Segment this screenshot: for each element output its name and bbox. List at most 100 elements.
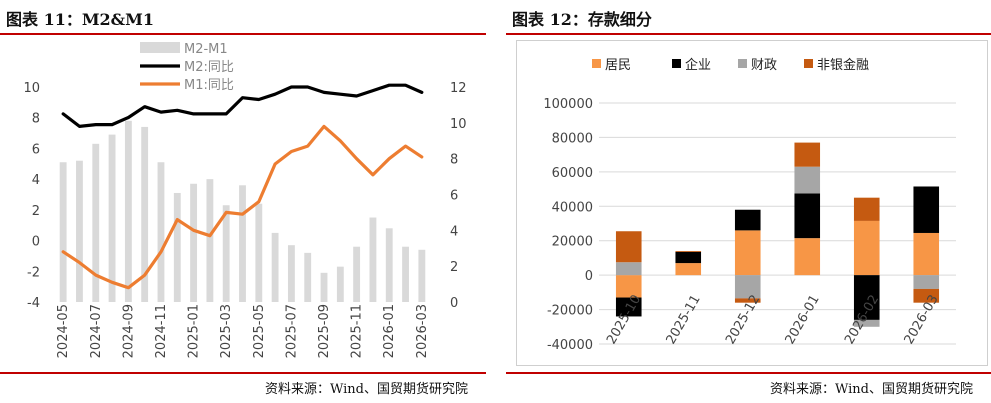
m2-m1-bar <box>271 232 279 302</box>
fiscal-bar <box>794 166 821 194</box>
m1-yoy-line <box>61 124 424 290</box>
m2-m1-bar <box>92 143 100 302</box>
legend-fiscal-swatch <box>738 59 747 68</box>
x-axis-tick-label: 2024-11 <box>154 304 169 358</box>
figure-12-chart-frame <box>516 40 988 366</box>
right-axis-tick-label: 2 <box>450 260 458 275</box>
x-axis-tick-label: 2025-11 <box>664 293 704 348</box>
x-axis-tick-label: 2025-03 <box>219 304 234 358</box>
y-axis-tick-label: -40000 <box>547 338 593 353</box>
legend-nonbank-swatch <box>804 59 813 68</box>
right-axis-tick-label: 0 <box>450 296 458 311</box>
left-axis-tick-label: 6 <box>32 142 40 157</box>
m2-m1-bar <box>353 246 361 302</box>
x-axis-tick-label: 2024-09 <box>121 304 136 358</box>
m2-m1-bar <box>59 162 67 302</box>
legend-resident-swatch <box>592 59 601 68</box>
legend-resident-label: 居民 <box>605 58 631 73</box>
right-axis-tick-label: 12 <box>450 81 467 96</box>
corporate-bar <box>794 193 821 239</box>
left-axis-tick-label: 0 <box>32 235 40 250</box>
deposit-breakdown-chart: -40000 -20000 0 20000 40000 60000 80000 100000 2… <box>543 57 956 353</box>
figure-12-title: 图表 12：存款细分 <box>512 10 652 29</box>
figure-12-panel: 图表 12：存款细分 -40000 -20000 0 20000 40000 60000 8… <box>506 0 991 403</box>
m2-m1-bar <box>222 205 230 302</box>
nonbank-bar <box>853 197 880 221</box>
resident-bar <box>734 230 761 276</box>
m2-yoy-line <box>61 83 424 129</box>
m2-m1-bar <box>190 183 198 302</box>
m2-m1-chart: -4 -2 0 2 4 6 8 10 0 2 4 6 8 10 12 2024-05 2024-07 2024-0… <box>23 42 467 358</box>
legend-corporate-swatch <box>672 59 681 68</box>
x-axis-tick-label: 2025-05 <box>252 304 267 358</box>
resident-bar <box>615 275 642 298</box>
legend-fiscal-label: 财政 <box>751 58 777 73</box>
m2-m1-bar <box>76 160 83 302</box>
corporate-bar <box>675 251 702 264</box>
x-axis-tick-label: 2025-01 <box>187 304 202 358</box>
y-axis-tick-label: 100000 <box>543 97 593 112</box>
m2-m1-bar <box>418 249 426 302</box>
left-axis-tick-label: 2 <box>32 204 40 219</box>
right-axis-tick-label: 6 <box>450 189 458 204</box>
fiscal-bar <box>853 319 880 327</box>
figure-11-bottom-rule <box>0 372 486 374</box>
nonbank-bar <box>794 142 821 167</box>
fiscal-bar <box>734 275 761 299</box>
figure-11-top-rule <box>0 33 486 35</box>
left-axis-tick-label: 10 <box>23 81 40 96</box>
left-axis-tick-label: 8 <box>32 112 40 127</box>
m2-m1-bar <box>402 246 409 302</box>
corporate-bar <box>853 275 880 320</box>
figure-12-top-rule <box>506 33 991 35</box>
m2-m1-bar <box>287 245 295 302</box>
legend-nonbank-label: 非银金融 <box>817 57 869 73</box>
corporate-bar <box>734 209 761 231</box>
x-axis-tick-label: 2026-01 <box>382 304 397 358</box>
legend-corporate-label: 企业 <box>685 57 711 73</box>
m2-m1-bar <box>124 120 132 303</box>
m2-m1-bar <box>304 252 312 302</box>
corporate-bar <box>913 186 940 233</box>
right-axis-tick-label: 4 <box>450 224 458 239</box>
x-axis-tick-label: 2026-03 <box>415 304 430 358</box>
figure-11-title: 图表 11：M2&M1 <box>6 10 154 29</box>
left-axis-tick-label: -2 <box>27 265 40 280</box>
y-axis-tick-label: 80000 <box>552 131 593 146</box>
right-axis-tick-label: 10 <box>450 117 467 132</box>
legend-m2-m1-label: M2-M1 <box>184 42 228 57</box>
nonbank-bar <box>734 298 761 303</box>
m2-m1-bar <box>255 203 263 302</box>
nonbank-bar <box>913 288 940 303</box>
m2-m1-bar <box>239 185 246 302</box>
nonbank-bar <box>615 231 642 263</box>
m2-m1-bar <box>385 228 393 302</box>
right-axis-tick-label: 8 <box>450 153 458 168</box>
m2-m1-bar <box>336 266 344 302</box>
y-axis-tick-label: -20000 <box>547 304 593 319</box>
legend-m2-m1-swatch <box>140 42 180 53</box>
m2-m1-bar <box>369 217 377 302</box>
m2-m1-bar <box>157 162 165 302</box>
m2-m1-bar <box>108 134 116 302</box>
y-axis-tick-label: 20000 <box>552 235 593 250</box>
x-axis-tick-label: 2025-11 <box>350 304 365 358</box>
y-axis-tick-label: 40000 <box>552 200 593 215</box>
m2-m1-bar <box>141 126 149 302</box>
fiscal-bar <box>615 262 642 276</box>
fiscal-bar <box>913 275 940 289</box>
figure-12-bottom-rule <box>506 372 991 374</box>
left-axis-tick-label: -4 <box>27 296 40 311</box>
resident-bar <box>675 263 702 276</box>
figure-11-source: 资料来源：Wind、国贸期货研究院 <box>265 382 468 397</box>
resident-bar <box>913 232 940 276</box>
y-axis-tick-label: 60000 <box>552 166 593 181</box>
x-axis-tick-label: 2025-07 <box>284 304 299 358</box>
figure-12-source: 资料来源：Wind、国贸期货研究院 <box>770 382 973 397</box>
legend-m1-label: M1:同比 <box>184 78 234 93</box>
y-axis-tick-label: 0 <box>585 269 593 284</box>
resident-bar <box>794 238 821 276</box>
nonbank-bar <box>675 251 702 252</box>
m2-m1-bar <box>320 272 328 302</box>
x-axis-tick-label: 2024-07 <box>89 304 104 358</box>
